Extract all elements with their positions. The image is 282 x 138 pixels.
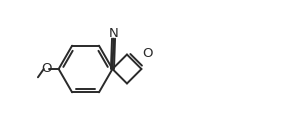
Text: O: O [41,63,52,75]
Text: N: N [109,27,118,40]
Text: O: O [142,47,153,60]
